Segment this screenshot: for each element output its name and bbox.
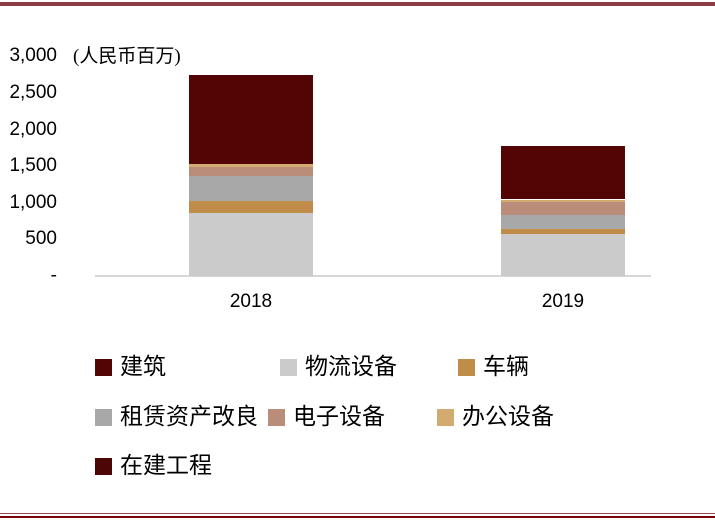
legend-swatch-icon (458, 358, 475, 376)
legend-swatch-icon (437, 408, 454, 426)
bar-segment-建筑-2019 (501, 146, 625, 200)
legend-label: 租赁资产改良 (120, 404, 258, 429)
bar-segment-办公设备-2018 (189, 164, 313, 167)
legend-label: 办公设备 (462, 404, 554, 429)
bar-segment-电子设备-2019 (501, 202, 625, 216)
legend-item-物流设备: 物流设备 (280, 354, 397, 380)
bar-segment-物流设备-2018 (189, 213, 313, 276)
axis-unit-label: (人民币百万) (73, 46, 181, 67)
y-tick-label: 3,000 (9, 45, 57, 67)
y-tick-label: 2,500 (9, 82, 57, 103)
legend-swatch-icon (268, 408, 285, 426)
y-tick-label: 1,000 (9, 191, 57, 213)
legend-label: 车辆 (483, 354, 529, 379)
bar-segment-车辆-2019 (501, 229, 625, 235)
bottom-rule-dark (0, 516, 715, 518)
legend-item-车辆: 车辆 (458, 354, 529, 380)
y-tick-label: - (50, 265, 57, 286)
x-axis-line (95, 275, 651, 277)
legend-swatch-icon (280, 358, 297, 376)
bar-segment-电子设备-2018 (189, 166, 313, 177)
legend-item-电子设备: 电子设备 (268, 404, 385, 430)
legend-label: 建筑 (120, 354, 166, 379)
legend-item-在建工程: 在建工程 (95, 453, 212, 479)
legend-swatch-icon (95, 358, 112, 376)
legend-swatch-icon (95, 457, 112, 475)
legend-swatch-icon (95, 408, 112, 426)
x-tick-2019: 2019 (541, 291, 585, 312)
bar-segment-租赁资产改良-2019 (501, 215, 625, 230)
top-rule (0, 2, 715, 6)
bar-segment-车辆-2018 (189, 200, 313, 214)
bar-segment-办公设备-2019 (501, 199, 625, 203)
legend-label: 在建工程 (120, 453, 212, 478)
x-tick-2018: 2018 (229, 291, 273, 312)
bottom-rule-light (0, 513, 715, 514)
y-tick-label: 500 (25, 228, 57, 250)
legend-label: 电子设备 (293, 404, 385, 429)
bar-segment-物流设备-2019 (501, 234, 625, 276)
legend-item-办公设备: 办公设备 (437, 404, 554, 430)
bar-segment-建筑-2018 (189, 75, 313, 165)
legend-item-建筑: 建筑 (95, 354, 166, 380)
legend-item-租赁资产改良: 租赁资产改良 (95, 404, 258, 430)
legend-label: 物流设备 (305, 354, 397, 379)
bar-segment-租赁资产改良-2018 (189, 176, 313, 201)
y-tick-label: 1,500 (9, 155, 57, 177)
y-tick-label: 2,000 (9, 118, 57, 140)
